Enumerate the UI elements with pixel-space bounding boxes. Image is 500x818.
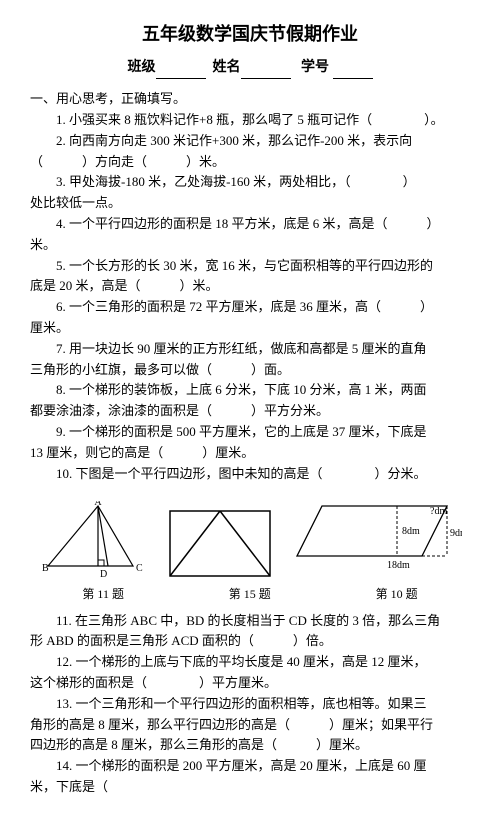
q2b: （ ）方向走（ ）米。 xyxy=(30,152,470,173)
q7b: 三角形的小红旗，最多可以做（ ）面。 xyxy=(30,360,470,381)
label-B: B xyxy=(42,563,49,574)
label-right: 9dm xyxy=(450,528,462,539)
q5b: 底是 20 米，高是（ ）米。 xyxy=(30,276,470,297)
figure-11-triangle: A B C D xyxy=(38,501,148,581)
q1: 1. 小强买来 8 瓶饮料记作+8 瓶，那么喝了 5 瓶可记作（ ）。 xyxy=(56,110,470,131)
header-line: 班级 姓名 学号 xyxy=(30,57,470,79)
class-label: 班级 xyxy=(128,60,156,75)
figure-10-parallelogram: ?dm 8dm 9dm 18dm xyxy=(292,496,462,581)
q4a: 4. 一个平行四边形的面积是 18 平方米，底是 6 米，高是（ ） xyxy=(56,214,470,235)
figure-labels: 第 11 题 第 15 题 第 10 题 xyxy=(30,585,470,604)
label-mid: 8dm xyxy=(402,526,420,537)
fig-label-10: 第 10 题 xyxy=(376,585,418,604)
q11b: 形 ABD 的面积是三角形 ACD 面积的（ ）倍。 xyxy=(30,631,470,652)
id-label: 学号 xyxy=(301,60,329,75)
fig-label-11: 第 11 题 xyxy=(82,585,124,604)
label-D: D xyxy=(100,569,107,580)
label-top: ?dm xyxy=(430,506,447,517)
label-C: C xyxy=(136,563,143,574)
q8b: 都要涂油漆，涂油漆的面积是（ ）平方分米。 xyxy=(30,401,470,422)
q6a: 6. 一个三角形的面积是 72 平方厘米，底是 36 厘米，高（ ） xyxy=(56,297,470,318)
fig-label-15: 第 15 题 xyxy=(229,585,271,604)
q6b: 厘米。 xyxy=(30,318,470,339)
q8a: 8. 一个梯形的装饰板，上底 6 分米，下底 10 分米，高 1 米，两面 xyxy=(56,380,470,401)
q10: 10. 下图是一个平行四边形，图中未知的高是（ ）分米。 xyxy=(56,464,470,485)
q14b: 米，下底是（ xyxy=(30,777,470,798)
name-blank[interactable] xyxy=(241,64,291,79)
section-1-heading: 一、用心思考，正确填写。 xyxy=(30,89,470,110)
class-blank[interactable] xyxy=(156,64,206,79)
q12a: 12. 一个梯形的上底与下底的平均长度是 40 厘米，高是 12 厘米， xyxy=(56,652,470,673)
q7a: 7. 用一块边长 90 厘米的正方形红纸，做底和高都是 5 厘米的直角 xyxy=(56,339,470,360)
q9a: 9. 一个梯形的面积是 500 平方厘米，它的上底是 37 厘米，下底是 xyxy=(56,422,470,443)
figure-15-rect xyxy=(165,506,275,581)
q3a: 3. 甲处海拔-180 米，乙处海拔-160 米，两处相比，（ ） xyxy=(56,172,470,193)
id-blank[interactable] xyxy=(333,64,373,79)
q12b: 这个梯形的面积是（ ）平方厘米。 xyxy=(30,673,470,694)
name-label: 姓名 xyxy=(213,60,241,75)
q3b: 处比较低一点。 xyxy=(30,193,470,214)
label-A: A xyxy=(95,501,103,508)
q13b: 角形的高是 8 厘米，那么平行四边形的高是（ ）厘米；如果平行 xyxy=(30,715,470,736)
q11a: 11. 在三角形 ABC 中，BD 的长度相当于 CD 长度的 3 倍，那么三角 xyxy=(56,611,470,632)
q13c: 四边形的高是 8 厘米，那么三角形的高是（ ）厘米。 xyxy=(30,735,470,756)
q14a: 14. 一个梯形的面积是 200 平方厘米，高是 20 厘米，上底是 60 厘 xyxy=(56,756,470,777)
q13a: 13. 一个三角形和一个平行四边形的面积相等，底也相等。如果三 xyxy=(56,694,470,715)
figures-row: A B C D ?dm 8dm 9dm 18dm xyxy=(30,496,470,581)
q5a: 5. 一个长方形的长 30 米，宽 16 米，与它面积相等的平行四边形的 xyxy=(56,256,470,277)
page-title: 五年级数学国庆节假期作业 xyxy=(30,20,470,49)
label-bottom: 18dm xyxy=(387,560,410,571)
q9b: 13 厘米，则它的高是（ ）厘米。 xyxy=(30,443,470,464)
q4b: 米。 xyxy=(30,235,470,256)
q2a: 2. 向西南方向走 300 米记作+300 米，那么记作-200 米，表示向 xyxy=(56,131,470,152)
